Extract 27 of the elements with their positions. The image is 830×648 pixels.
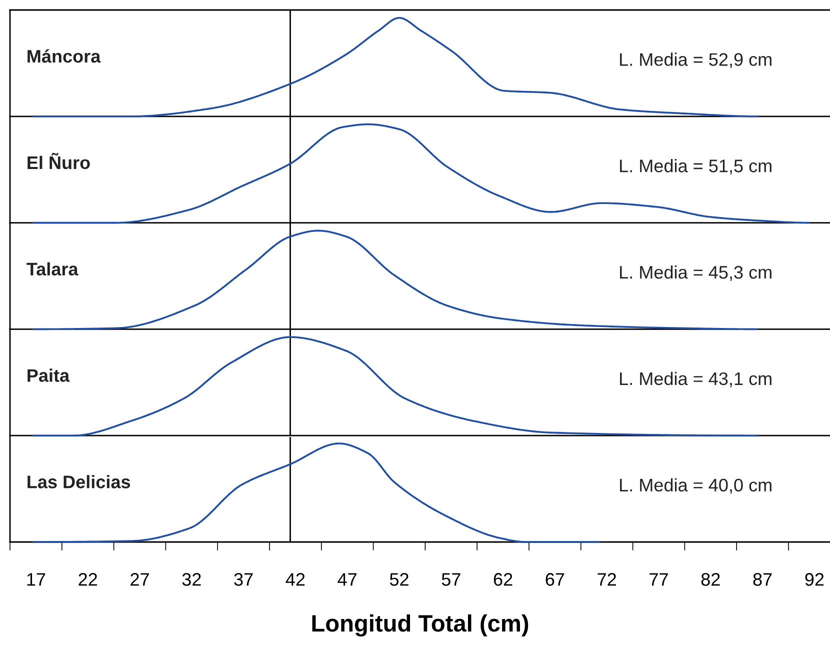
annotation: L. Media = 52,9 cm [620,52,772,68]
annotation: L. Media = 45,3 cm [620,265,772,281]
x-axis-title: Longitud Total (cm) [312,614,528,636]
x-tick-label: 27 [130,573,149,586]
annotation: L. Media = 43,1 cm [620,372,772,388]
x-tick-label: 47 [338,573,356,586]
annotation: L. Media = 51,5 cm [620,159,772,174]
x-tick-label: 42 [286,573,305,586]
text: El Ñuro [28,152,90,170]
text: Las Delicias [28,475,130,488]
annotation: L. Media = 40,0 cm [620,478,772,494]
x-tick-label: 77 [650,573,668,586]
x-tick-label: 87 [753,573,772,586]
x-tick-label: 37 [234,573,253,586]
x-tick-label: 32 [182,573,201,586]
x-tick-label: 22 [78,573,97,586]
x-tick-label: 82 [701,573,720,586]
text: Paita [28,368,70,382]
x-tick-label: 92 [805,573,824,586]
x-tick-label: 72 [598,573,616,586]
x-tick-label: 57 [442,573,460,586]
x-tick-label: 67 [546,573,564,586]
x-tick-label: 17 [27,573,46,586]
x-tick-label: 62 [494,573,512,586]
x-tick-label: 52 [390,573,408,586]
text: Máncora [28,49,101,63]
text: Talara [26,262,78,276]
